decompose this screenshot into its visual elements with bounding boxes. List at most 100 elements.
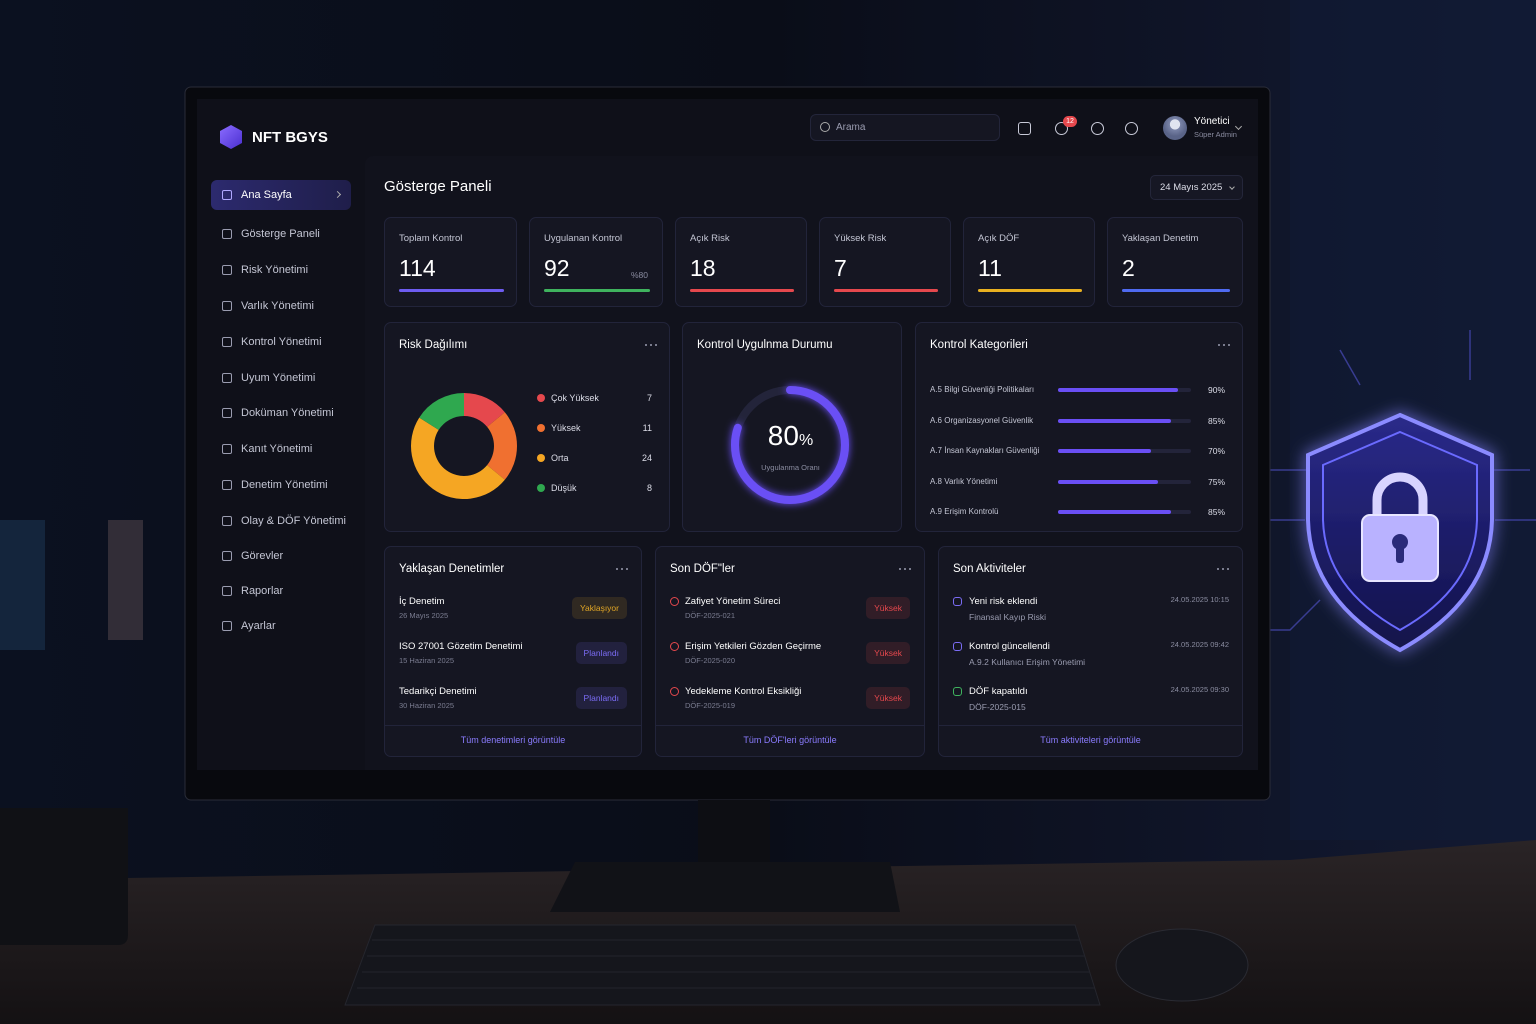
activity-title: Yeni risk eklendi xyxy=(969,596,1038,607)
sidebar-item[interactable]: Ana Sayfa xyxy=(211,180,351,210)
activity-time: 24.05.2025 09:30 xyxy=(1170,685,1229,694)
menu-dot xyxy=(626,568,628,570)
header-icon-button[interactable] xyxy=(1125,122,1138,135)
sidebar-item[interactable]: Görevler xyxy=(211,541,351,571)
activity-time: 24.05.2025 09:42 xyxy=(1170,640,1229,649)
sidebar-icon xyxy=(222,265,232,275)
stat-value: 18 xyxy=(690,255,716,281)
menu-dot xyxy=(655,344,657,346)
stat-bar xyxy=(399,289,504,292)
panel-title: Son Aktiviteler xyxy=(953,563,1026,575)
audit-date: 26 Mayıs 2025 xyxy=(399,611,449,620)
menu-dot xyxy=(1218,344,1220,346)
sidebar-icon xyxy=(222,373,232,383)
sidebar-label: Denetim Yönetimi xyxy=(241,479,328,491)
category-value: 85% xyxy=(1207,415,1225,426)
sidebar-item[interactable]: Denetim Yönetimi xyxy=(211,470,351,500)
activity-title: Kontrol güncellendi xyxy=(969,641,1050,652)
date-picker[interactable]: 24 Mayıs 2025 xyxy=(1150,175,1243,200)
sidebar-item[interactable]: Olay & DÖF Yönetimi xyxy=(211,506,351,536)
sidebar-icon xyxy=(222,621,232,631)
sidebar-label: Ana Sayfa xyxy=(241,189,292,201)
ring-value-wrap: 80% xyxy=(683,422,898,455)
menu-dot xyxy=(1222,568,1224,570)
sidebar-icon xyxy=(222,551,232,561)
dof-code: DÖF-2025-021 xyxy=(685,611,736,620)
sidebar-label: Uyum Yönetimi xyxy=(241,372,316,384)
header-icon-button[interactable] xyxy=(1018,122,1031,135)
legend-dot xyxy=(537,424,545,432)
header-icon-button[interactable] xyxy=(1091,122,1104,135)
notification-badge: 12 xyxy=(1063,116,1077,127)
audit-date: 30 Haziran 2025 xyxy=(399,701,455,710)
mug xyxy=(0,808,128,945)
status-badge: Planlandı xyxy=(575,687,627,709)
stat-card: Yaklaşan Denetim 2 xyxy=(1107,217,1243,307)
sidebar-item[interactable]: Gösterge Paneli xyxy=(211,219,351,249)
sidebar-item[interactable]: Ayarlar xyxy=(211,611,351,641)
audit-name: ISO 27001 Gözetim Denetimi xyxy=(399,641,523,652)
stat-bar xyxy=(978,289,1082,292)
donut-segment xyxy=(410,417,505,500)
menu-dot xyxy=(650,344,652,346)
menu-dot xyxy=(621,568,623,570)
recent-dofs-panel: Son DÖF"ler Zafiyet Yönetim Süreci DÖF-202… xyxy=(655,546,925,757)
legend-value: 8 xyxy=(646,483,652,493)
sidebar-label: Doküman Yönetimi xyxy=(241,407,334,419)
stat-card: Açık DÖF 11 xyxy=(963,217,1095,307)
sidebar-item[interactable]: Varlık Yönetimi xyxy=(211,291,351,321)
stat-value: 11 xyxy=(978,255,1002,281)
panel-title: Kontrol Kategorileri xyxy=(930,339,1028,351)
chevron xyxy=(333,190,342,199)
sidebar-label: Varlık Yönetimi xyxy=(241,300,314,312)
category-bar xyxy=(1058,449,1152,453)
view-all-link[interactable]: Tüm DÖF'leri görüntüle xyxy=(743,735,837,745)
legend-label: Orta xyxy=(551,453,569,463)
menu-dot xyxy=(1228,344,1230,346)
sidebar-item[interactable]: Uyum Yönetimi xyxy=(211,363,351,393)
sidebar-item[interactable]: Risk Yönetimi xyxy=(211,255,351,285)
audit-date: 15 Haziran 2025 xyxy=(399,656,455,665)
stat-value: 2 xyxy=(1122,255,1135,281)
mouse xyxy=(1115,928,1249,1002)
donut-chart xyxy=(410,393,517,500)
legend-dot xyxy=(537,454,545,462)
view-all-link[interactable]: Tüm denetimleri görüntüle xyxy=(460,735,566,745)
control-status-panel: Kontrol Uygulnma Durumu 80% Uygulanma Oran… xyxy=(682,322,902,532)
view-all-link[interactable]: Tüm aktiviteleri görüntüle xyxy=(1040,735,1141,745)
activity-time: 24.05.2025 10:15 xyxy=(1170,595,1229,604)
menu-dot xyxy=(899,568,901,570)
sidebar-item[interactable]: Raporlar xyxy=(211,576,351,606)
legend-label: Çok Yüksek xyxy=(551,393,599,403)
header-icon-button[interactable] xyxy=(1055,122,1068,135)
dof-code: DÖF-2025-020 xyxy=(685,656,736,665)
status-badge: Yüksek xyxy=(866,597,910,619)
stat-label: Uygulanan Kontrol xyxy=(544,233,623,244)
sidebar-item[interactable]: Doküman Yönetimi xyxy=(211,398,351,428)
menu-dot xyxy=(1223,344,1225,346)
dof-code: DÖF-2025-019 xyxy=(685,701,736,710)
status-badge: Yüksek xyxy=(866,642,910,664)
stat-note: %80 xyxy=(630,270,648,280)
sidebar-label: Görevler xyxy=(241,550,284,562)
search-box[interactable]: Arama xyxy=(810,114,1000,141)
dof-icon xyxy=(670,687,679,696)
sidebar-item[interactable]: Kanıt Yönetimi xyxy=(211,434,351,464)
upcoming-audits-panel: Yaklaşan Denetimler İç Denetim 26 Mayıs 20… xyxy=(384,546,642,757)
sidebar-icon xyxy=(222,408,232,418)
user-role: Süper Admin xyxy=(1194,130,1237,139)
stat-value: 114 xyxy=(399,255,436,281)
menu-dot xyxy=(645,344,647,346)
user-avatar[interactable] xyxy=(1163,116,1187,140)
legend-value: 11 xyxy=(642,423,652,433)
separator xyxy=(385,725,641,726)
status-badge: Yaklaşıyor xyxy=(571,597,627,619)
donut-segment xyxy=(487,412,517,480)
legend-label: Yüksek xyxy=(551,423,581,433)
menu-dot xyxy=(904,568,906,570)
legend-dot xyxy=(537,484,545,492)
sidebar-item[interactable]: Kontrol Yönetimi xyxy=(211,327,351,357)
audit-name: İç Denetim xyxy=(399,596,445,607)
